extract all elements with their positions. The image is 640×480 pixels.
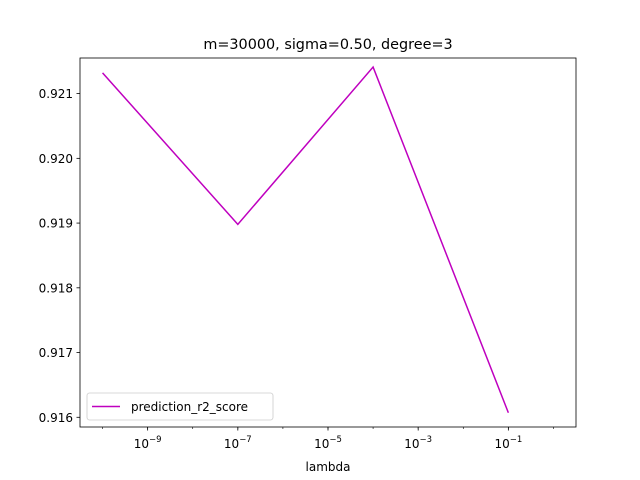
y-tick-label: 0.917 (39, 346, 73, 360)
legend-box (86, 392, 274, 421)
y-tick-label: 0.919 (39, 217, 73, 231)
y-axis: 0.916 0.917 0.918 0.919 0.920 0.921 (39, 87, 80, 425)
legend: prediction_r2_score (86, 392, 274, 421)
y-tick-label: 0.918 (39, 281, 73, 295)
chart-title: m=30000, sigma=0.50, degree=3 (203, 37, 452, 53)
x-tick-label: 10−9 (134, 435, 162, 451)
x-tick-label: 10−7 (224, 435, 252, 451)
x-tick-label: 10−3 (404, 435, 432, 451)
series-line (101, 65, 510, 414)
x-axis: 10−9 10−7 10−5 10−3 10−1 (102, 427, 554, 451)
x-tick-label: 10−5 (314, 435, 342, 451)
x-tick-label: 10−1 (494, 435, 522, 451)
legend-label: prediction_r2_score (131, 400, 248, 414)
plot-area (101, 65, 510, 414)
y-tick-label: 0.921 (39, 87, 73, 101)
y-tick-label: 0.916 (39, 411, 73, 425)
x-axis-label: lambda (306, 460, 351, 474)
y-tick-label: 0.920 (39, 152, 73, 166)
